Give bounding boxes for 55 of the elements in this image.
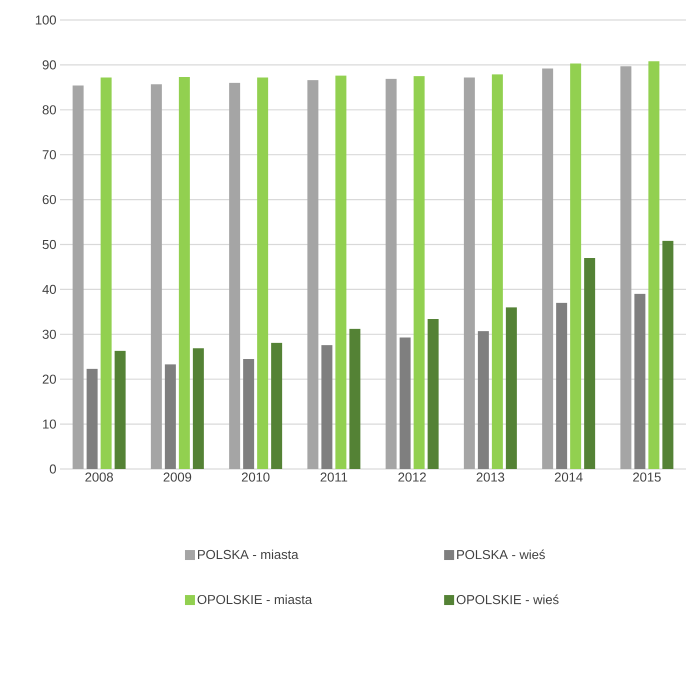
bar bbox=[634, 294, 646, 469]
x-tick-label: 2008 bbox=[85, 472, 113, 482]
y-tick-label: 0 bbox=[50, 464, 56, 474]
y-tick-label: 50 bbox=[42, 240, 56, 250]
bar bbox=[321, 345, 332, 469]
y-tick-label: 90 bbox=[42, 60, 56, 70]
bar bbox=[114, 350, 126, 469]
bar bbox=[307, 80, 318, 469]
bar bbox=[229, 82, 240, 469]
bar bbox=[492, 74, 503, 469]
y-tick-label: 80 bbox=[42, 105, 56, 114]
legend-label: OPOLSKIE - miasta bbox=[198, 594, 312, 604]
y-tick-label: 10 bbox=[43, 420, 56, 429]
bar bbox=[570, 64, 582, 469]
x-tick-label: 2012 bbox=[398, 472, 426, 482]
x-tick-label: 2009 bbox=[164, 472, 192, 482]
y-tick-label: 20 bbox=[42, 374, 56, 384]
bar bbox=[335, 76, 346, 469]
bar bbox=[542, 68, 554, 469]
bar bbox=[556, 302, 568, 469]
x-tick-label: 2010 bbox=[242, 472, 270, 482]
bar bbox=[464, 77, 475, 469]
bar bbox=[243, 358, 254, 469]
bar bbox=[150, 84, 162, 469]
bar bbox=[178, 77, 190, 469]
bar bbox=[86, 368, 98, 469]
bar bbox=[72, 86, 84, 469]
x-tick-label: 2013 bbox=[476, 472, 504, 482]
bar bbox=[100, 77, 112, 469]
bar bbox=[506, 307, 517, 469]
bar bbox=[584, 258, 596, 469]
y-tick-label: 100 bbox=[36, 15, 56, 25]
bar bbox=[271, 342, 282, 469]
y-tick-label: 60 bbox=[42, 195, 56, 204]
y-tick-label: 40 bbox=[42, 284, 56, 294]
bar bbox=[386, 78, 397, 469]
x-tick-label: 2014 bbox=[554, 472, 583, 482]
bar bbox=[620, 66, 632, 469]
bar bbox=[164, 364, 176, 469]
x-tick-label: 2015 bbox=[633, 472, 661, 482]
bar bbox=[349, 328, 360, 469]
bar bbox=[428, 319, 439, 469]
bar bbox=[478, 331, 489, 469]
bar bbox=[414, 76, 425, 469]
y-tick-label: 30 bbox=[42, 330, 56, 339]
bar bbox=[400, 337, 411, 469]
legend-label: POLSKA - miasta bbox=[198, 550, 298, 560]
y-tick-label: 70 bbox=[42, 150, 56, 160]
legend-label: OPOLSKIE - wieś bbox=[456, 594, 559, 604]
legend-label: POLSKA - wieś bbox=[457, 550, 545, 560]
bar bbox=[257, 77, 268, 469]
bar bbox=[648, 61, 660, 469]
x-tick-label: 2011 bbox=[320, 472, 348, 482]
bar bbox=[192, 348, 204, 469]
bar bbox=[662, 240, 674, 469]
